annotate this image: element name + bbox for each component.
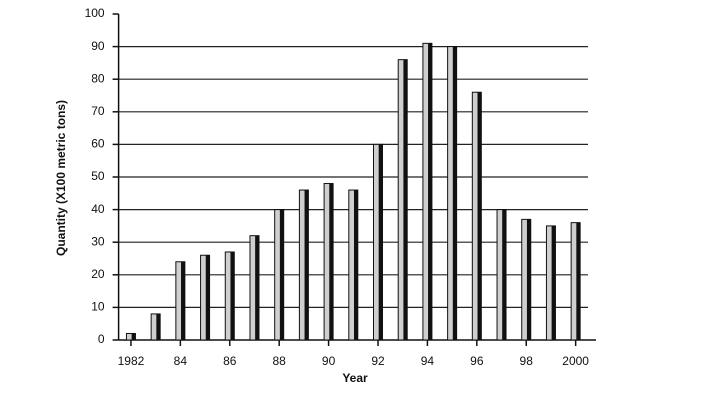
bar: [422, 42, 433, 341]
bar: [570, 222, 581, 341]
bar: [274, 209, 285, 341]
x-tick-label: 88: [273, 354, 287, 368]
y-tick-label: 70: [91, 104, 105, 118]
bar: [397, 59, 408, 341]
y-tick-label: 60: [91, 137, 105, 151]
y-tick-label: 80: [91, 71, 105, 85]
x-tick-label: 96: [470, 354, 484, 368]
x-tick-label: 84: [174, 354, 188, 368]
x-tick-label: 2000: [562, 354, 589, 368]
bar: [249, 235, 260, 341]
bar: [496, 209, 507, 341]
y-tick-label: 10: [91, 300, 105, 314]
x-tick-label: 86: [223, 354, 237, 368]
bar: [545, 225, 556, 341]
bar: [471, 91, 482, 341]
bar: [150, 313, 161, 341]
bar: [298, 189, 309, 341]
bar: [521, 218, 532, 341]
bar: [175, 261, 186, 341]
x-tick-label: 90: [322, 354, 336, 368]
bar: [323, 183, 334, 341]
x-axis-label: Year: [342, 371, 368, 385]
y-tick-label: 90: [91, 39, 105, 53]
x-tick-label: 92: [371, 354, 385, 368]
y-axis-label: Quantity (X100 metric tons): [54, 100, 68, 256]
bar: [447, 46, 458, 341]
y-tick-label: 20: [91, 267, 105, 281]
bar: [125, 332, 136, 341]
x-tick-label: 94: [421, 354, 435, 368]
bar: [348, 189, 359, 341]
bar: [224, 251, 235, 341]
x-tick-label: 98: [520, 354, 534, 368]
bar: [200, 254, 211, 341]
bar: [373, 143, 384, 341]
y-tick-label: 50: [91, 169, 105, 183]
y-tick-label: 30: [91, 234, 105, 248]
y-tick-label: 0: [98, 332, 105, 346]
y-tick-label: 40: [91, 202, 105, 216]
x-tick-label: 1982: [118, 354, 145, 368]
y-tick-label: 100: [85, 6, 105, 20]
